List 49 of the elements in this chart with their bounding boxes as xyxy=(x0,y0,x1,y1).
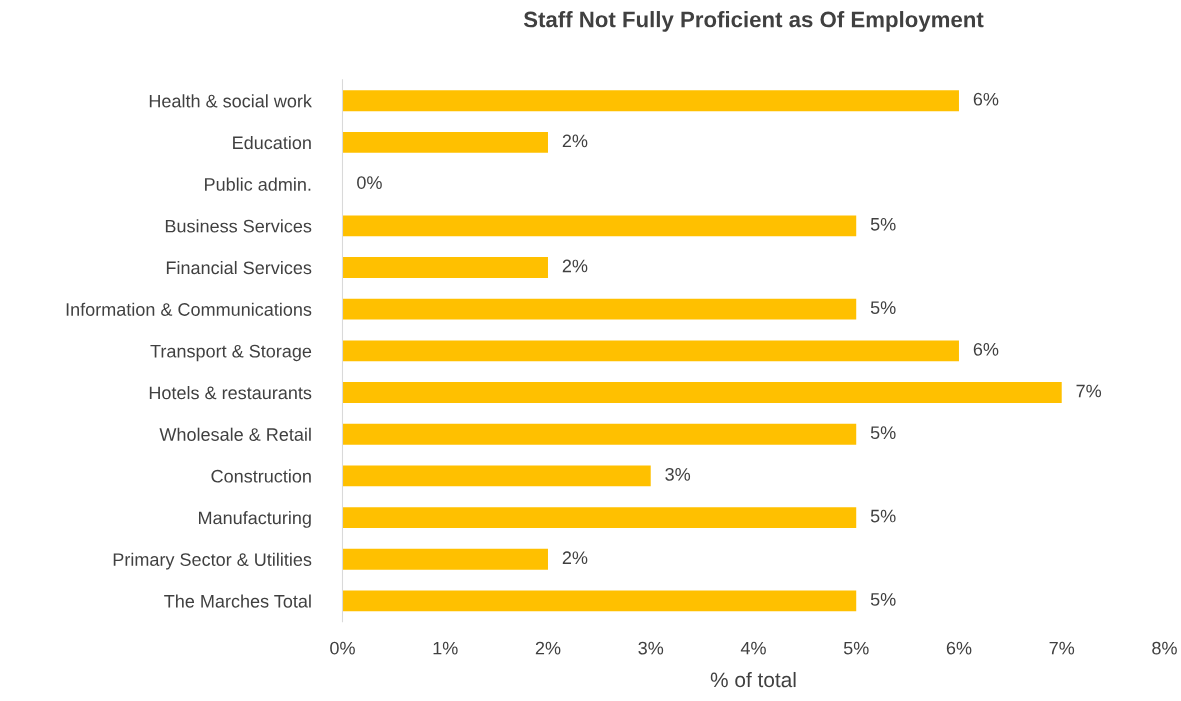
data-label: 0% xyxy=(357,176,382,189)
y-tick-label: Financial Services xyxy=(166,260,312,275)
data-label: 5% xyxy=(870,426,896,440)
x-tick-label: 3% xyxy=(638,641,664,655)
bar xyxy=(342,423,857,445)
y-tick-label: Public admin. xyxy=(205,177,311,191)
data-label: 5% xyxy=(870,593,896,606)
data-label: 2% xyxy=(562,551,588,565)
bar xyxy=(342,590,857,612)
x-tick-label: 2% xyxy=(535,641,561,655)
x-tick-label: 1% xyxy=(433,641,458,655)
x-axis-title: % of total xyxy=(710,671,796,688)
x-tick-label: 8% xyxy=(1152,641,1177,655)
y-tick-label: Transport & Storage xyxy=(150,344,312,362)
y-tick-label: The Marches Total xyxy=(164,594,311,608)
data-label: 6% xyxy=(973,342,999,356)
y-tick-label: Wholesale & Retail xyxy=(159,427,311,441)
bar xyxy=(342,298,857,320)
bar xyxy=(342,465,651,487)
data-label: 5% xyxy=(870,217,896,231)
data-label: 7% xyxy=(1076,384,1102,398)
data-label: 5% xyxy=(870,301,896,315)
x-tick-label: 0% xyxy=(330,641,355,655)
y-tick-label: Information & Communications xyxy=(66,302,312,316)
data-label: 5% xyxy=(870,509,896,523)
data-label: 2% xyxy=(562,134,588,148)
bar xyxy=(342,90,959,112)
y-tick-label: Hotels & restaurants xyxy=(149,385,312,400)
y-tick-label: Primary Sector & Utilities xyxy=(113,552,312,570)
bar xyxy=(342,215,857,237)
y-tick-label: Education xyxy=(233,135,311,150)
bar xyxy=(342,548,548,570)
x-tick-label: 6% xyxy=(946,641,972,655)
y-tick-label: Manufacturing xyxy=(199,511,311,528)
bar xyxy=(342,257,548,278)
bar xyxy=(342,507,857,528)
bar xyxy=(342,132,548,153)
x-tick-label: 7% xyxy=(1049,641,1075,655)
bar xyxy=(342,382,1062,403)
y-tick-label: Business Services xyxy=(165,219,312,233)
bar xyxy=(342,340,959,362)
chart-title: Staff Not Fully Proficient as Of Employment xyxy=(523,11,984,32)
x-tick-label: 5% xyxy=(843,641,869,655)
y-tick-label: Construction xyxy=(211,469,311,483)
x-tick-label: 4% xyxy=(740,641,766,655)
data-label: 3% xyxy=(665,467,691,481)
y-tick-label: Health & social work xyxy=(149,94,312,108)
data-label: 6% xyxy=(973,92,999,106)
data-label: 2% xyxy=(562,259,588,273)
